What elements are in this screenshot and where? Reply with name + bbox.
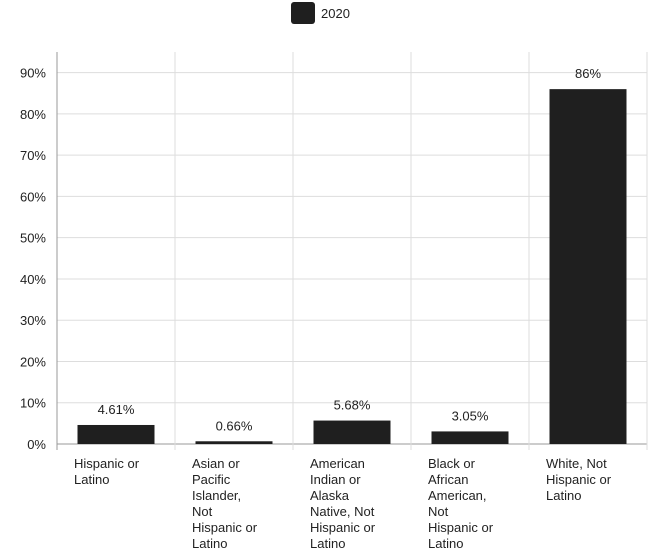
x-category-label-line: Asian or <box>192 456 240 471</box>
x-category-label: White, Not Hispanic or Latino <box>546 456 612 503</box>
x-category-label: American Indian or Alaska Native, Not Hispan… <box>310 456 376 550</box>
x-category-label-line: Hispanic or <box>546 472 612 487</box>
x-category-label-line: Pacific <box>192 472 231 487</box>
x-category-label-line: Indian or <box>310 472 361 487</box>
x-category-label-line: Black or <box>428 456 476 471</box>
bar <box>195 441 273 444</box>
y-tick-label: 40% <box>20 272 46 287</box>
y-tick-label: 0% <box>27 437 46 452</box>
bar <box>549 89 627 444</box>
y-tick-label: 10% <box>20 396 46 411</box>
legend-swatch <box>291 2 315 24</box>
y-tick-label: 90% <box>20 66 46 81</box>
x-category-label-line: Latino <box>192 536 227 550</box>
bar <box>313 420 391 444</box>
x-category-label-line: Not <box>192 504 213 519</box>
x-category-label-line: Not <box>428 504 449 519</box>
y-axis: 0% 10% 20% 30% 40% 50% 60% 70% 80% 90% <box>20 66 46 452</box>
data-labels: 4.61% 0.66% 5.68% 3.05% 86% <box>98 66 602 433</box>
y-tick-label: 70% <box>20 148 46 163</box>
x-category-label-line: Latino <box>428 536 463 550</box>
data-label: 0.66% <box>216 418 253 433</box>
x-category-label-line: Latino <box>74 472 109 487</box>
x-category-label-line: Native, Not <box>310 504 375 519</box>
x-category-label-line: Latino <box>310 536 345 550</box>
x-category-label: Asian or Pacific Islander, Not Hispanic or La… <box>192 456 258 550</box>
bar <box>77 424 155 444</box>
data-label: 4.61% <box>98 402 135 417</box>
x-category-label-line: African <box>428 472 468 487</box>
x-category-label-line: Islander, <box>192 488 241 503</box>
y-tick-label: 80% <box>20 107 46 122</box>
x-category-label-line: Alaska <box>310 488 350 503</box>
bars <box>77 89 627 444</box>
y-tick-label: 30% <box>20 313 46 328</box>
x-category-label-line: Latino <box>546 488 581 503</box>
y-tick-label: 20% <box>20 354 46 369</box>
x-category-label-line: Hispanic or <box>310 520 376 535</box>
x-category-label: Hispanic or Latino <box>74 456 140 487</box>
data-label: 3.05% <box>452 408 489 423</box>
gridlines <box>56 52 648 450</box>
y-tick-label: 60% <box>20 189 46 204</box>
legend-label: 2020 <box>321 6 350 21</box>
y-tick-label: 50% <box>20 231 46 246</box>
x-category-label-line: White, Not <box>546 456 607 471</box>
x-category-label-line: American, <box>428 488 487 503</box>
data-label: 86% <box>575 66 601 81</box>
x-category-label-line: Hispanic or <box>74 456 140 471</box>
x-category-label: Black or African American, Not Hispanic or La… <box>428 456 494 550</box>
x-category-label-line: American <box>310 456 365 471</box>
legend: 2020 <box>291 2 350 24</box>
x-category-label-line: Hispanic or <box>192 520 258 535</box>
bar <box>431 431 509 444</box>
data-label: 5.68% <box>334 398 371 413</box>
x-category-label-line: Hispanic or <box>428 520 494 535</box>
